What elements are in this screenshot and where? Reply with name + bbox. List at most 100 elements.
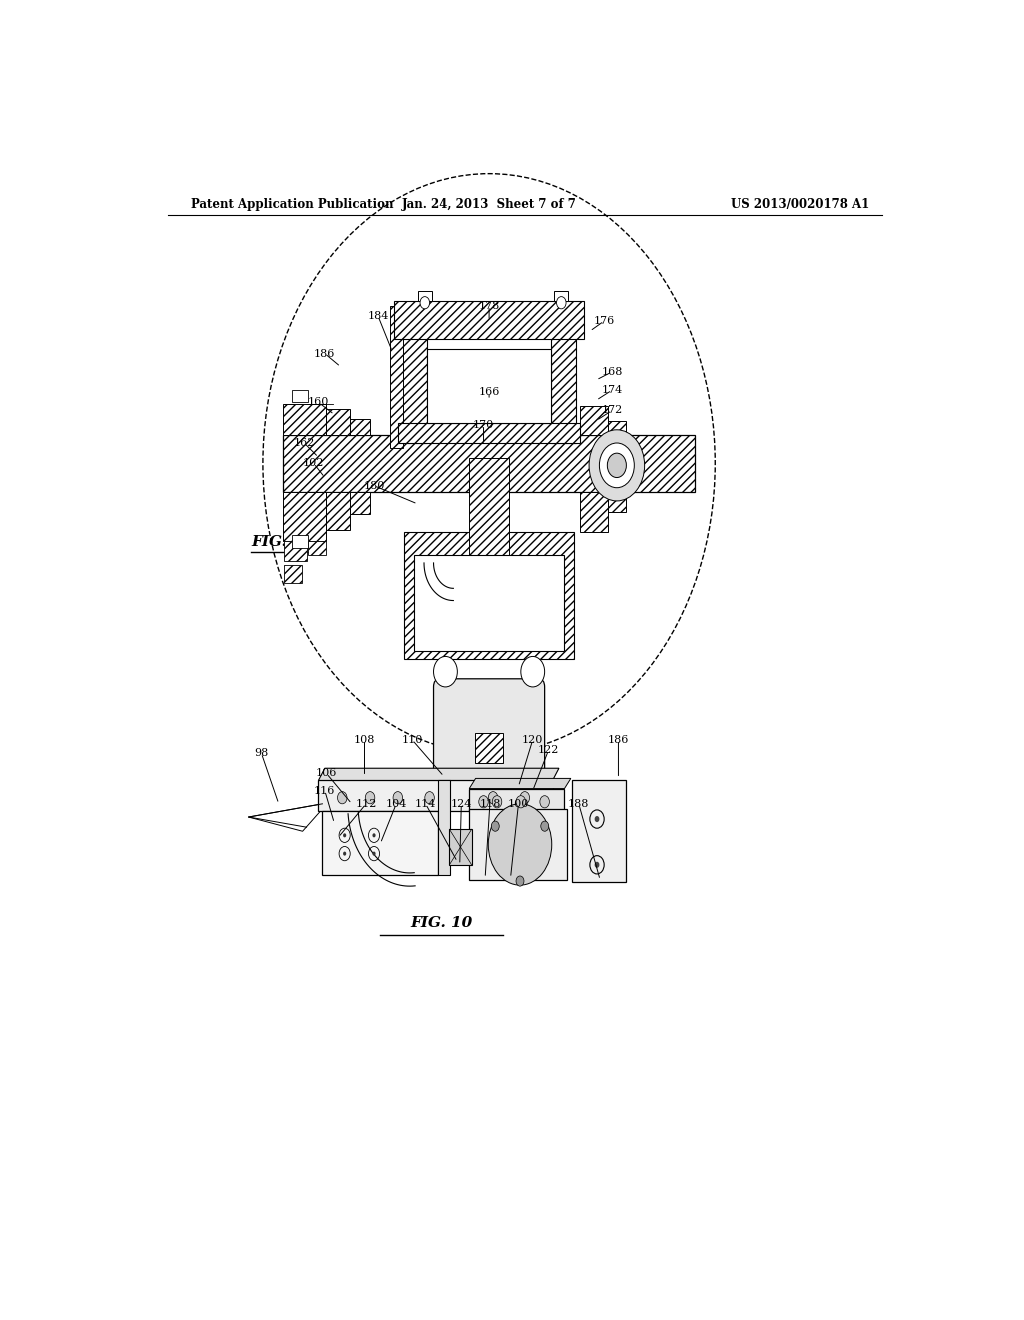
Bar [394,301,585,339]
Bar [308,541,326,554]
Text: 122: 122 [538,744,559,755]
Text: 100: 100 [508,799,529,809]
Circle shape [595,862,599,867]
Circle shape [599,444,634,487]
Bar [327,409,350,434]
Circle shape [607,453,627,478]
Circle shape [338,792,347,804]
Text: 186: 186 [314,348,336,359]
Polygon shape [318,768,559,780]
Bar [469,809,567,880]
Text: 160: 160 [308,397,329,408]
Bar [401,312,427,444]
Circle shape [343,833,346,837]
Circle shape [504,824,536,865]
Circle shape [516,840,524,850]
Text: FIG. 10: FIG. 10 [411,916,473,929]
Circle shape [393,792,402,804]
Polygon shape [469,779,570,788]
Text: 102: 102 [303,458,325,469]
Bar [292,536,308,548]
Bar [608,492,626,512]
Bar [608,421,626,434]
Bar [427,350,551,422]
Text: 120: 120 [522,735,544,744]
Circle shape [595,816,599,822]
Bar [283,404,327,434]
Text: FIG. 9: FIG. 9 [251,535,303,549]
Bar [414,554,564,651]
Bar [581,407,608,434]
Text: 162: 162 [294,438,314,447]
Bar [283,492,327,541]
Text: 112: 112 [355,799,377,809]
Text: 124: 124 [451,799,472,809]
Circle shape [589,430,645,500]
Circle shape [492,821,500,832]
Bar [551,312,577,444]
Circle shape [516,796,525,808]
Bar [285,565,302,583]
Circle shape [516,876,524,886]
Circle shape [541,821,549,832]
Bar [418,290,432,301]
Bar [283,434,695,492]
Text: 166: 166 [478,387,500,397]
Bar [475,733,504,763]
Text: 178: 178 [478,301,500,310]
Text: 108: 108 [354,735,375,744]
Text: 106: 106 [315,768,337,779]
Text: 110: 110 [401,735,423,744]
Bar [323,810,437,875]
Text: 98: 98 [254,748,268,758]
Circle shape [420,297,430,309]
Bar [327,492,350,531]
Circle shape [366,792,375,804]
Circle shape [488,792,498,804]
Circle shape [488,804,552,886]
Circle shape [540,796,550,808]
Text: 180: 180 [364,480,385,491]
FancyBboxPatch shape [433,678,545,776]
Text: 176: 176 [594,315,614,326]
Text: US 2013/0020178 A1: US 2013/0020178 A1 [731,198,869,211]
Circle shape [343,851,346,855]
Circle shape [511,833,529,857]
Bar [397,422,581,444]
Text: 184: 184 [368,312,389,321]
Circle shape [479,796,488,808]
Text: 118: 118 [479,799,501,809]
Bar [350,492,370,515]
Text: 174: 174 [601,385,623,395]
Circle shape [373,833,376,837]
Circle shape [493,796,502,808]
Bar [450,829,472,865]
Text: 188: 188 [568,799,590,809]
Circle shape [433,656,458,686]
Bar [437,780,451,875]
Bar [469,788,564,810]
Bar [390,306,402,447]
Circle shape [520,792,529,804]
Bar [285,541,306,561]
Circle shape [425,792,434,804]
Bar [318,780,553,810]
Text: 114: 114 [415,799,436,809]
Text: 116: 116 [314,785,336,796]
Bar [350,418,370,434]
Bar [581,492,608,532]
Text: 186: 186 [608,735,629,744]
Bar [469,458,509,554]
Text: 170: 170 [473,420,495,430]
Circle shape [521,656,545,686]
Polygon shape [249,799,323,832]
Circle shape [557,297,566,309]
Text: 168: 168 [601,367,623,376]
Text: 104: 104 [386,799,407,809]
Circle shape [373,851,376,855]
Circle shape [497,814,544,875]
Text: 172: 172 [601,405,623,416]
Bar [292,391,308,403]
Bar [404,532,574,660]
Text: Jan. 24, 2013  Sheet 7 of 7: Jan. 24, 2013 Sheet 7 of 7 [401,198,577,211]
